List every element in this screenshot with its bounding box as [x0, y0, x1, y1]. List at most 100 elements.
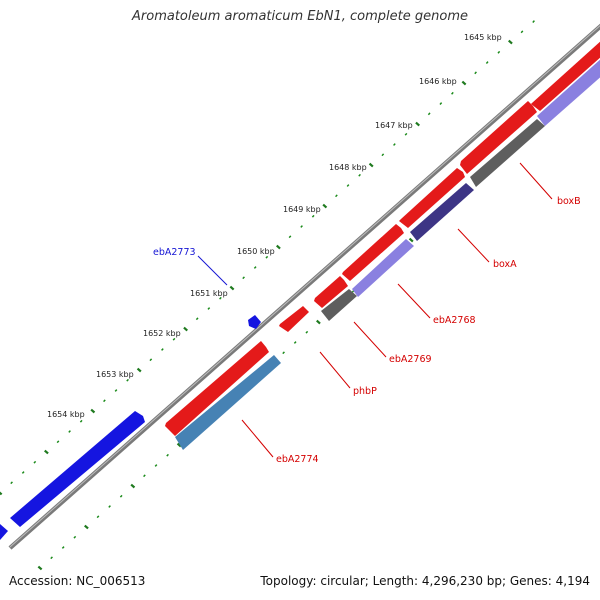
gene-arrow-blue[interactable]: [10, 411, 145, 527]
inner-scale-tick: [61, 546, 65, 549]
inner-scale-tick: [176, 442, 182, 448]
scale-label: 1649 kbp: [283, 205, 321, 214]
scale-label: 1645 kbp: [464, 33, 502, 42]
outer-scale-tick: [439, 102, 443, 105]
outer-scale-tick: [172, 337, 176, 341]
outer-scale-tick: [288, 235, 292, 239]
outer-scale-tick: [532, 20, 535, 23]
gene-label-boxA[interactable]: boxA: [493, 259, 517, 270]
inner-scale-tick: [282, 351, 285, 355]
map-title: Aromatoleum aromaticum EbN1, complete ge…: [132, 9, 468, 24]
outer-scale-tick: [207, 307, 211, 310]
outer-scale-tick: [393, 143, 396, 146]
gene-bar-light-purple[interactable]: [352, 239, 414, 297]
gene-arrow-red[interactable]: [314, 276, 348, 308]
outer-scale-tick: [161, 348, 164, 351]
outer-scale-tick: [149, 358, 153, 362]
outer-scale-tick: [90, 408, 96, 414]
gene-bar-dark-purple[interactable]: [410, 183, 474, 241]
scale-label: 1648 kbp: [329, 163, 367, 172]
gene-label-ebA2774[interactable]: ebA2774: [276, 454, 319, 465]
topology-summary-text: Topology: circular; Length: 4,296,230 bp…: [260, 574, 590, 588]
outer-scale-tick: [114, 389, 118, 392]
outer-scale-tick: [56, 440, 60, 444]
outer-scale-tick: [346, 184, 350, 187]
outer-scale-tick: [33, 460, 37, 464]
gene-arrow-blue-small[interactable]: [248, 315, 261, 329]
genome-backbone: [8, 23, 600, 550]
outer-scale-tick: [300, 225, 303, 228]
outer-scale-tick: [229, 285, 235, 291]
outer-scale-tick: [485, 61, 489, 64]
gene-label-phbP[interactable]: phbP: [353, 386, 377, 397]
outer-scale-tick: [474, 71, 477, 75]
inner-scale-tick: [154, 464, 158, 467]
gene-arrow-red[interactable]: [165, 341, 269, 436]
gene-arrow-red[interactable]: [279, 306, 309, 332]
gene-features: [0, 40, 600, 540]
outer-scale-tick: [195, 317, 199, 321]
outer-scale-tick: [427, 112, 431, 116]
outer-scale-tick: [508, 39, 513, 45]
inner-scale-tick: [130, 483, 136, 489]
outer-scale-tick: [219, 296, 222, 300]
scale-label: 1652 kbp: [143, 329, 181, 338]
outer-scale-tick: [335, 194, 338, 198]
outer-scale-tick: [451, 91, 454, 95]
label-leaders: [197, 162, 553, 458]
gene-bar-steel-blue[interactable]: [175, 355, 281, 450]
outer-scale-tick: [404, 132, 408, 136]
gene-label-ebA2773[interactable]: ebA2773: [153, 247, 196, 258]
inner-scale-tick: [143, 474, 146, 478]
gene-label-boxB[interactable]: boxB: [557, 196, 581, 207]
accession-text: Accession: NC_006513: [9, 574, 146, 588]
outer-scale-tick: [311, 214, 315, 218]
outer-scale-tick: [322, 203, 328, 209]
outer-scale-tick: [497, 50, 501, 54]
scale-label: 1646 kbp: [419, 77, 457, 86]
outer-scale-tick: [10, 481, 13, 485]
gene-label-ebA2768[interactable]: ebA2768: [433, 315, 476, 326]
outer-scale-tick: [520, 30, 524, 34]
inner-scale-tick: [293, 341, 297, 344]
outer-scale-tick: [183, 326, 188, 332]
outer-scale-tick: [265, 255, 269, 259]
scale-labels: 1645 kbp 1646 kbp 1647 kbp 1648 kbp 1649 kbp…: [47, 33, 502, 419]
outer-scale-tick: [276, 244, 281, 250]
gene-bar-gray[interactable]: [321, 289, 357, 321]
scale-label: 1650 kbp: [237, 247, 275, 256]
outer-scale-tick: [136, 367, 142, 373]
gene-arrow-red[interactable]: [460, 101, 537, 174]
outer-scale-tick: [368, 162, 374, 168]
gene-arrow-red[interactable]: [531, 40, 600, 111]
outer-scale-tick: [68, 430, 71, 433]
outer-scale-tick: [103, 399, 106, 403]
outer-scale-tick: [0, 491, 3, 496]
inner-scale-tick: [305, 330, 309, 334]
inner-scale-tick: [166, 453, 169, 457]
inner-scale-tick: [96, 515, 100, 519]
inner-scale-tick: [316, 319, 321, 325]
genome-backbone-highlight: [9, 25, 600, 548]
inner-scale-tick: [351, 289, 355, 293]
gene-bar-gray[interactable]: [470, 119, 545, 187]
scale-label: 1647 kbp: [375, 121, 413, 130]
gene-arrow-red[interactable]: [342, 224, 404, 281]
scale-label: 1654 kbp: [47, 410, 85, 419]
outer-scale-tick: [381, 153, 385, 157]
gene-arrow-blue[interactable]: [0, 524, 8, 540]
inner-scale-tick: [73, 535, 77, 539]
outer-scale-tick: [253, 266, 257, 269]
scale-label: 1653 kbp: [96, 370, 134, 379]
inner-scale-tick: [408, 237, 414, 243]
gene-label-ebA2769[interactable]: ebA2769: [389, 354, 432, 365]
inner-scale-tick: [50, 556, 53, 560]
gene-bar-light-purple[interactable]: [537, 58, 600, 126]
inner-scale-tick: [37, 565, 43, 571]
inner-scale-tick: [84, 524, 89, 530]
outer-scale-tick: [126, 378, 129, 382]
gene-arrow-red[interactable]: [399, 168, 465, 228]
outer-scale-tick: [242, 276, 245, 280]
scale-label: 1651 kbp: [190, 289, 228, 298]
